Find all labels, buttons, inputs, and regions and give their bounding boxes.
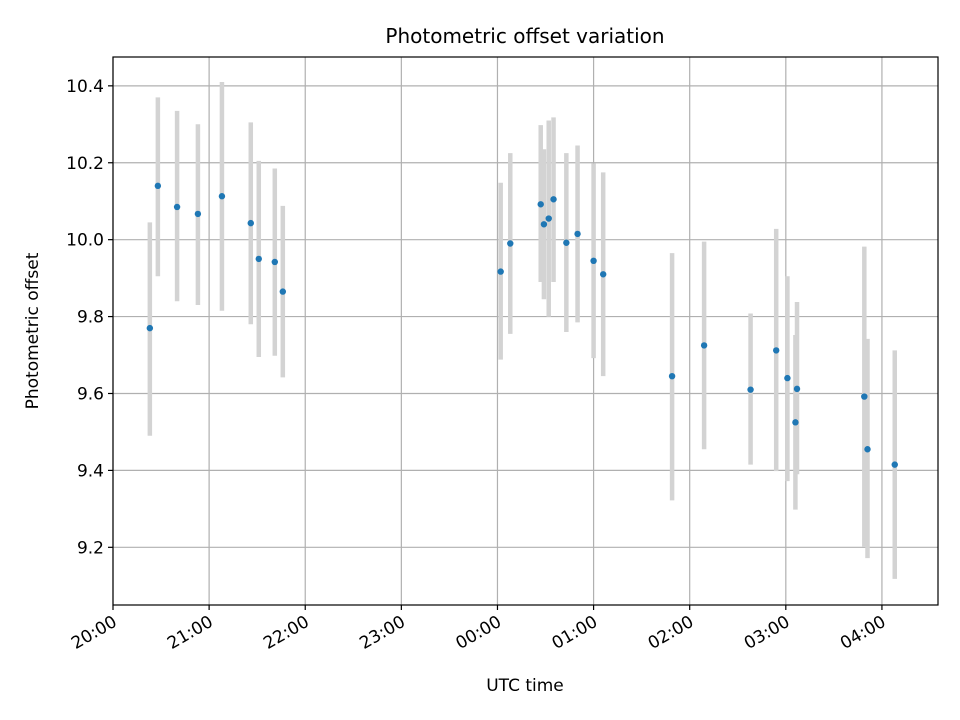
- data-point: [793, 385, 801, 393]
- y-tick-label: 10.2: [66, 154, 104, 174]
- data-point: [590, 257, 597, 265]
- x-axis-label: UTC time: [486, 676, 564, 696]
- data-point: [563, 239, 570, 246]
- y-tick-label: 9.2: [77, 538, 104, 558]
- chart-title: Photometric offset variation: [385, 24, 664, 48]
- data-point: [537, 201, 544, 208]
- data-point: [891, 461, 898, 468]
- data-point: [864, 446, 871, 453]
- y-tick-label: 10.0: [66, 231, 104, 251]
- data-point: [218, 193, 226, 200]
- data-point: [154, 182, 162, 190]
- y-tick-label: 9.4: [77, 461, 104, 481]
- data-points: [146, 182, 898, 468]
- data-point: [507, 240, 514, 247]
- data-point: [271, 258, 278, 266]
- y-tick-label: 10.4: [66, 77, 104, 97]
- data-point: [700, 342, 708, 349]
- data-point: [784, 374, 791, 382]
- data-point: [668, 372, 676, 380]
- data-point: [747, 386, 754, 393]
- y-tick-label: 9.6: [77, 384, 104, 404]
- data-point: [773, 347, 780, 354]
- data-point: [497, 268, 504, 275]
- data-point: [173, 203, 181, 211]
- y-axis-label: Photometric offset: [23, 252, 43, 409]
- plot-frame: [112, 56, 939, 606]
- data-point: [599, 271, 607, 278]
- y-axis: 9.2 9.4 9.6 9.8 10.0 10.2 10.4: [66, 77, 113, 558]
- data-point: [792, 419, 799, 426]
- data-point: [194, 210, 202, 218]
- data-point: [550, 196, 557, 203]
- data-point: [146, 324, 154, 332]
- data-point: [861, 393, 868, 400]
- data-point: [574, 230, 581, 238]
- y-tick-label: 9.8: [77, 308, 104, 328]
- data-point: [545, 215, 552, 222]
- data-point: [279, 288, 287, 295]
- data-point: [247, 219, 254, 227]
- data-point: [255, 255, 262, 263]
- data-point: [540, 221, 548, 228]
